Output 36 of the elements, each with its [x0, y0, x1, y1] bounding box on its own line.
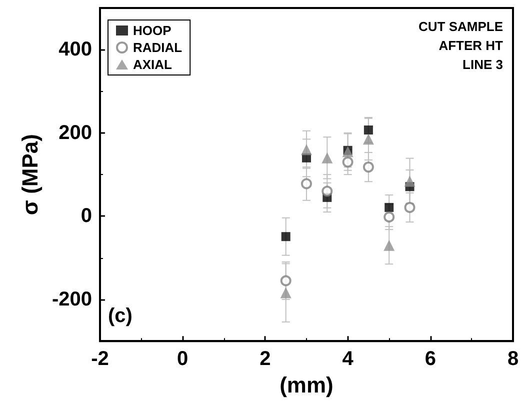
x-tick-label: -2: [91, 348, 109, 370]
point: [362, 162, 374, 173]
point: [364, 126, 373, 134]
point: [301, 178, 312, 190]
legend-label: RADIAL: [133, 40, 182, 55]
y-tick-label: 400: [58, 38, 92, 61]
point: [301, 144, 312, 156]
point: [322, 152, 333, 164]
annotation: LINE 3: [462, 57, 503, 72]
y-tick-label: 0: [80, 205, 92, 228]
x-tick-label: 0: [177, 348, 188, 370]
point: [280, 275, 292, 286]
annotation: AFTER HT: [438, 38, 504, 53]
point: [362, 134, 374, 145]
legend-label: AXIAL: [133, 57, 172, 72]
x-tick-label: 8: [507, 348, 519, 370]
annotation: CUT SAMPLE: [418, 19, 504, 34]
y-axis-title: σ (MPa): [18, 134, 43, 216]
annotation: (c): [108, 305, 132, 327]
point: [342, 156, 354, 168]
point: [280, 287, 292, 298]
legend-label: HOOP: [133, 23, 172, 38]
x-tick-label: 4: [342, 348, 354, 370]
point: [404, 202, 416, 213]
x-axis-title: (mm): [280, 372, 334, 398]
x-tick-label: 6: [424, 348, 436, 370]
point: [322, 186, 333, 197]
point: [384, 240, 395, 251]
point: [404, 176, 416, 187]
y-tick-label: 200: [58, 122, 92, 144]
point: [384, 202, 394, 212]
x-tick-label: 2: [260, 348, 271, 370]
point: [281, 232, 290, 242]
point: [342, 146, 354, 158]
point: [384, 212, 395, 223]
y-tick-label: -200: [52, 288, 92, 310]
